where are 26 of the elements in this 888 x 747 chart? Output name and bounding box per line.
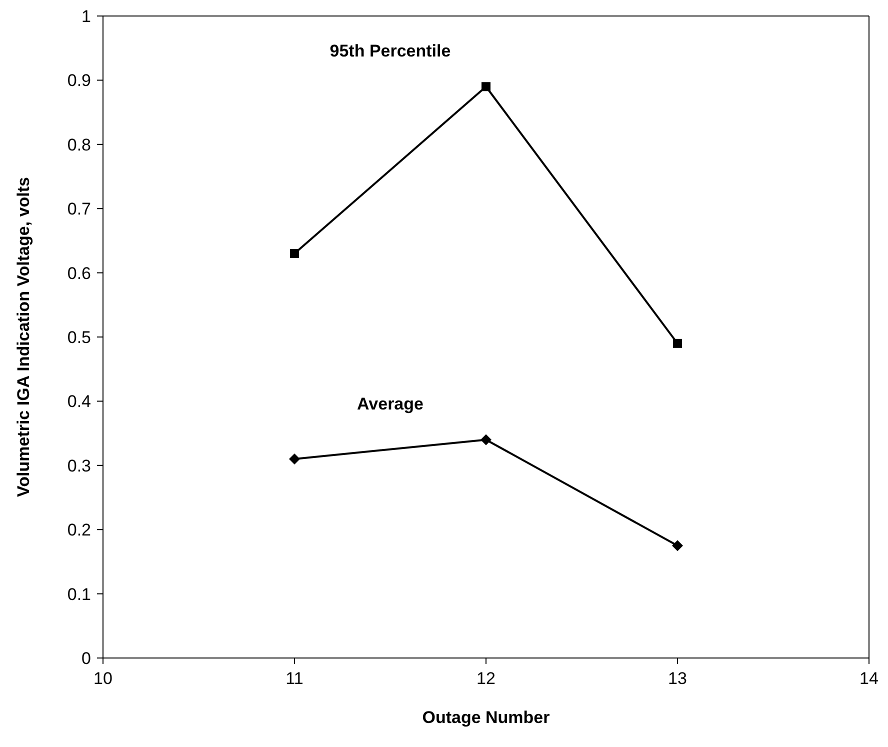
y-tick-label: 0.8 bbox=[67, 135, 91, 154]
x-tick-label: 12 bbox=[476, 669, 496, 688]
point bbox=[480, 434, 492, 446]
text: 95th Percentile bbox=[330, 42, 451, 61]
y-tick-label: 0.2 bbox=[67, 520, 91, 540]
point bbox=[482, 82, 490, 92]
point bbox=[289, 453, 300, 464]
x-tick-label: 14 bbox=[860, 669, 878, 688]
y-tick-label: 1 bbox=[82, 7, 91, 26]
y-tick-label: 0 bbox=[82, 649, 91, 668]
y-tick-label: 0.7 bbox=[67, 200, 91, 219]
series-label: Average bbox=[357, 394, 424, 414]
y-axis-title: Volumetric IGA Indication Voltage, volts bbox=[14, 177, 34, 497]
point bbox=[290, 249, 299, 258]
x-tick-label: 11 bbox=[286, 669, 304, 688]
x-tick-label: 10 bbox=[94, 669, 112, 688]
y-tick-label: 0.6 bbox=[67, 264, 91, 283]
y-tick-label: 0.5 bbox=[67, 328, 91, 348]
point bbox=[673, 338, 682, 348]
y-tick-label: 0.1 bbox=[67, 584, 91, 604]
y-tick-label: 0.9 bbox=[67, 71, 91, 90]
y-tick-label: 0.3 bbox=[67, 456, 91, 476]
y-tick-label: 0.4 bbox=[67, 392, 91, 412]
point bbox=[672, 540, 683, 552]
x-tick-label: 13 bbox=[668, 669, 687, 688]
x-axis-title: Outage Number bbox=[422, 708, 550, 727]
